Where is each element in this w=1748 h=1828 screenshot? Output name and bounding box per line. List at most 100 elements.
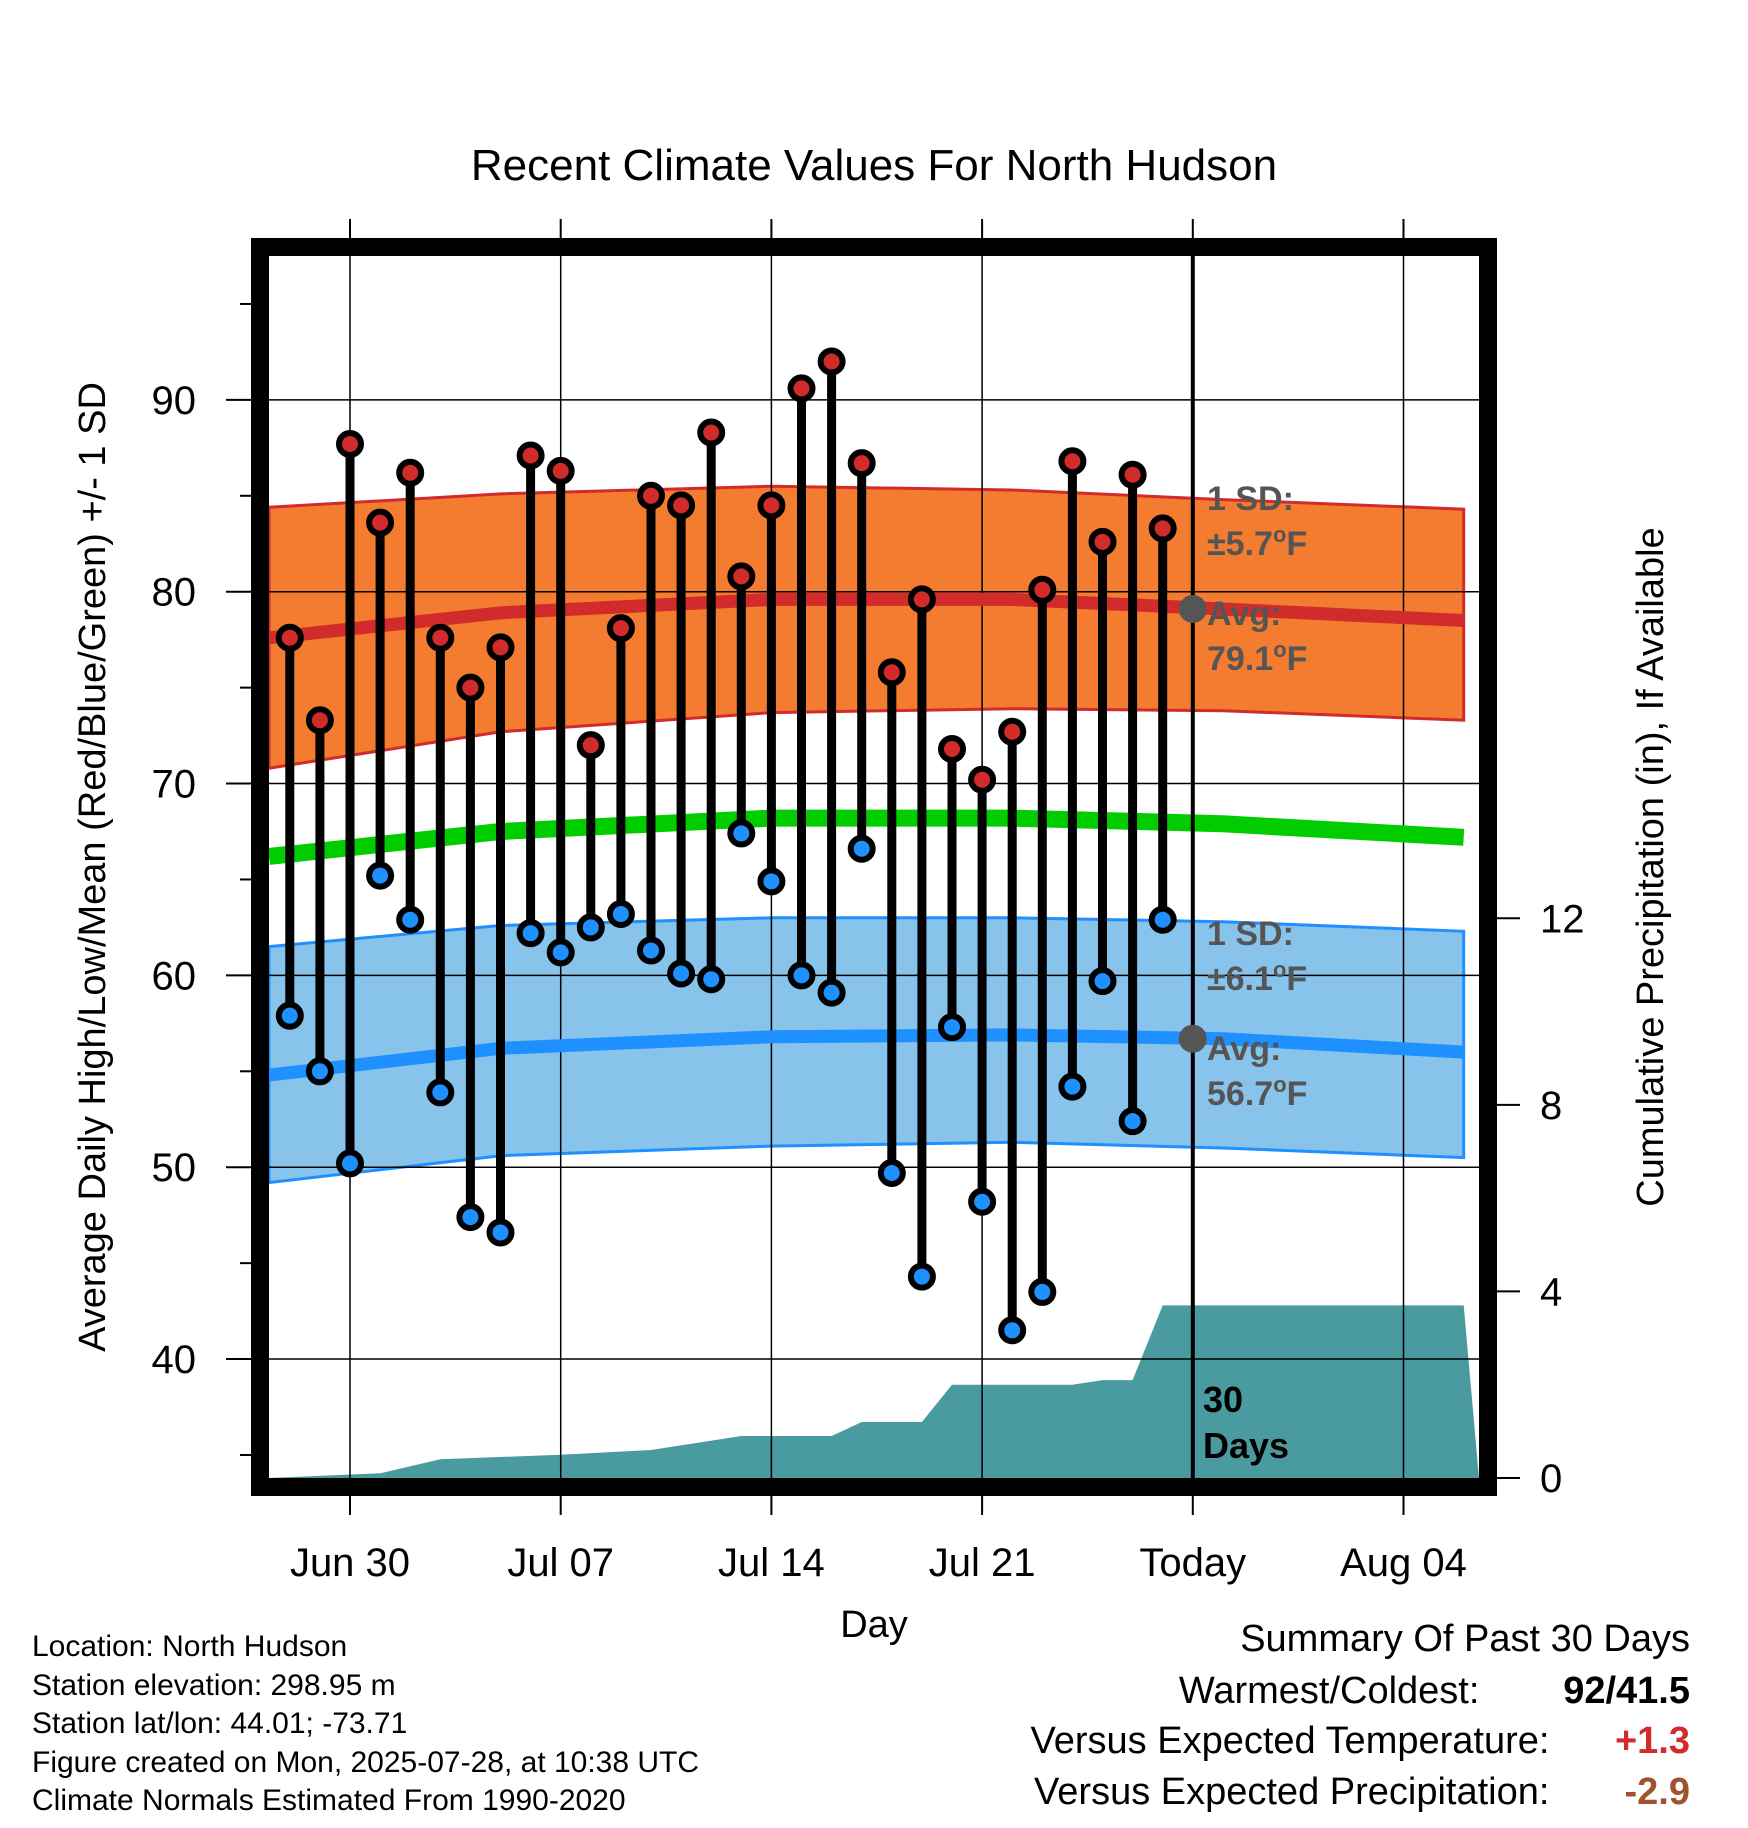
x-tick-label: Today <box>1139 1541 1246 1585</box>
low-avg-label: Avg: <box>1207 1030 1281 1068</box>
x-tick-label: Jul 21 <box>929 1541 1036 1585</box>
low-point <box>1118 1107 1147 1136</box>
low-point <box>546 938 575 967</box>
high-point <box>305 706 334 735</box>
low-point <box>336 1149 364 1178</box>
low-point <box>1028 1277 1057 1306</box>
low-point <box>847 834 876 863</box>
low-point <box>637 936 665 965</box>
high-point <box>817 347 846 376</box>
summary-title: Summary Of Past 30 Days <box>1240 1618 1690 1660</box>
low-point <box>576 913 605 942</box>
high-point <box>667 491 696 520</box>
x-tick-label: Jul 14 <box>718 1541 825 1585</box>
low-point <box>396 905 425 934</box>
high-avg-value: 79.1oF <box>1207 637 1307 678</box>
axis-ticks: Jun 30 Jul 07 Jul 14 Jul 21 Today Aug 0440506… <box>152 219 1585 1585</box>
x-tick-label: Jul 07 <box>507 1541 614 1585</box>
x-tick-label: Aug 04 <box>1340 1541 1467 1585</box>
warmest-coldest-row: Warmest/Coldest: 92/41.5 <box>1179 1670 1690 1713</box>
days-label-text: Days <box>1203 1425 1289 1466</box>
high-point <box>787 374 816 403</box>
y-tick-label: 80 <box>152 571 197 615</box>
high-avg-label: Avg: <box>1207 595 1281 633</box>
low-point <box>757 867 786 896</box>
high-point <box>727 562 756 591</box>
x-axis-label: Day <box>840 1604 908 1646</box>
precip-vs-expected-value: -2.9 <box>1624 1771 1690 1813</box>
latlon-text: Station lat/lon: 44.01; -73.71 <box>32 1707 408 1740</box>
high-point <box>275 623 304 652</box>
high-point <box>1058 447 1087 476</box>
precip-vs-expected-row: Versus Expected Precipitation: -2.9 <box>1034 1771 1690 1814</box>
high-point <box>426 623 455 652</box>
high-point <box>938 735 966 764</box>
low-point <box>486 1218 515 1247</box>
grid-lines <box>269 256 1479 1478</box>
high-point <box>1088 527 1117 556</box>
low-point <box>606 900 635 928</box>
low-point <box>426 1078 455 1107</box>
low-point <box>998 1316 1027 1345</box>
low-point <box>907 1262 936 1291</box>
today-low-avg-marker <box>1178 1024 1207 1053</box>
high-point <box>546 456 575 485</box>
low-point <box>456 1203 485 1232</box>
y2-axis-label: Cumulative Precipitation (in), If Availa… <box>1630 527 1672 1206</box>
low-point <box>697 965 726 994</box>
temp-vs-expected-row: Versus Expected Temperature: +1.3 <box>1031 1720 1690 1763</box>
warmest-coldest-label: Warmest/Coldest: <box>1178 1670 1480 1712</box>
low-point <box>817 978 846 1007</box>
y2-tick-label: 0 <box>1540 1457 1562 1501</box>
low-point <box>516 919 545 948</box>
high-point <box>998 717 1027 746</box>
high-point <box>1118 460 1147 489</box>
created-text: Figure created on Mon, 2025-07-28, at 10… <box>32 1745 700 1779</box>
high-point <box>576 731 605 760</box>
high-point <box>456 673 485 702</box>
low-point <box>787 961 816 990</box>
low-point <box>727 819 756 848</box>
y-tick-label: 50 <box>152 1146 197 1190</box>
high-point <box>486 633 515 662</box>
low-point <box>938 1013 966 1042</box>
low-sd-value: ±6.1oF <box>1207 957 1307 998</box>
days-label-number: 30 <box>1203 1379 1243 1420</box>
y-axis-label: Average Daily High/Low/Mean (Red/Blue/Gr… <box>72 382 114 1352</box>
chart-title: Recent Climate Values For North Hudson <box>471 141 1277 190</box>
high-point <box>968 765 997 794</box>
today-annotations: 1 SD: ±5.7oF Avg: 79.1oF 1 SD: ±6.1oF Avg: 56.7… <box>1203 480 1307 1466</box>
low-point <box>366 861 395 890</box>
summary-panel: Summary Of Past 30 Days Warmest/Coldest:… <box>890 1618 1690 1828</box>
high-point <box>606 614 635 643</box>
temp-vs-expected-label: Versus Expected Temperature: <box>1030 1720 1550 1762</box>
plot-frame <box>251 238 1497 1496</box>
low-sd-label: 1 SD: <box>1207 915 1294 953</box>
high-point <box>396 458 425 487</box>
x-tick-label: Jun 30 <box>290 1541 410 1585</box>
high-point <box>757 491 786 520</box>
low-point <box>1058 1072 1087 1101</box>
high-point <box>366 508 395 537</box>
high-point <box>516 441 545 470</box>
high-sd-label: 1 SD: <box>1207 480 1294 518</box>
low-avg-value: 56.7oF <box>1207 1072 1307 1113</box>
low-point <box>305 1057 334 1086</box>
y-tick-label: 70 <box>152 763 197 807</box>
elevation-text: Station elevation: 298.95 m <box>32 1668 396 1702</box>
high-sd-value: ±5.7oF <box>1207 522 1307 563</box>
high-point <box>907 585 936 614</box>
low-point <box>968 1187 997 1216</box>
location-text: Location: North Hudson <box>32 1630 348 1663</box>
y-tick-label: 60 <box>152 954 197 998</box>
y-tick-label: 90 <box>152 379 197 423</box>
high-point <box>877 658 906 687</box>
normals-text: Climate Normals Estimated From 1990-2020 <box>32 1784 626 1817</box>
high-point <box>1148 514 1177 543</box>
low-point <box>275 1001 304 1030</box>
warmest-coldest-value: 92/41.5 <box>1563 1670 1690 1712</box>
high-point <box>847 449 876 478</box>
temp-vs-expected-value: +1.3 <box>1614 1720 1690 1762</box>
station-info: Location: North Hudson Station elevation… <box>32 1628 699 1821</box>
